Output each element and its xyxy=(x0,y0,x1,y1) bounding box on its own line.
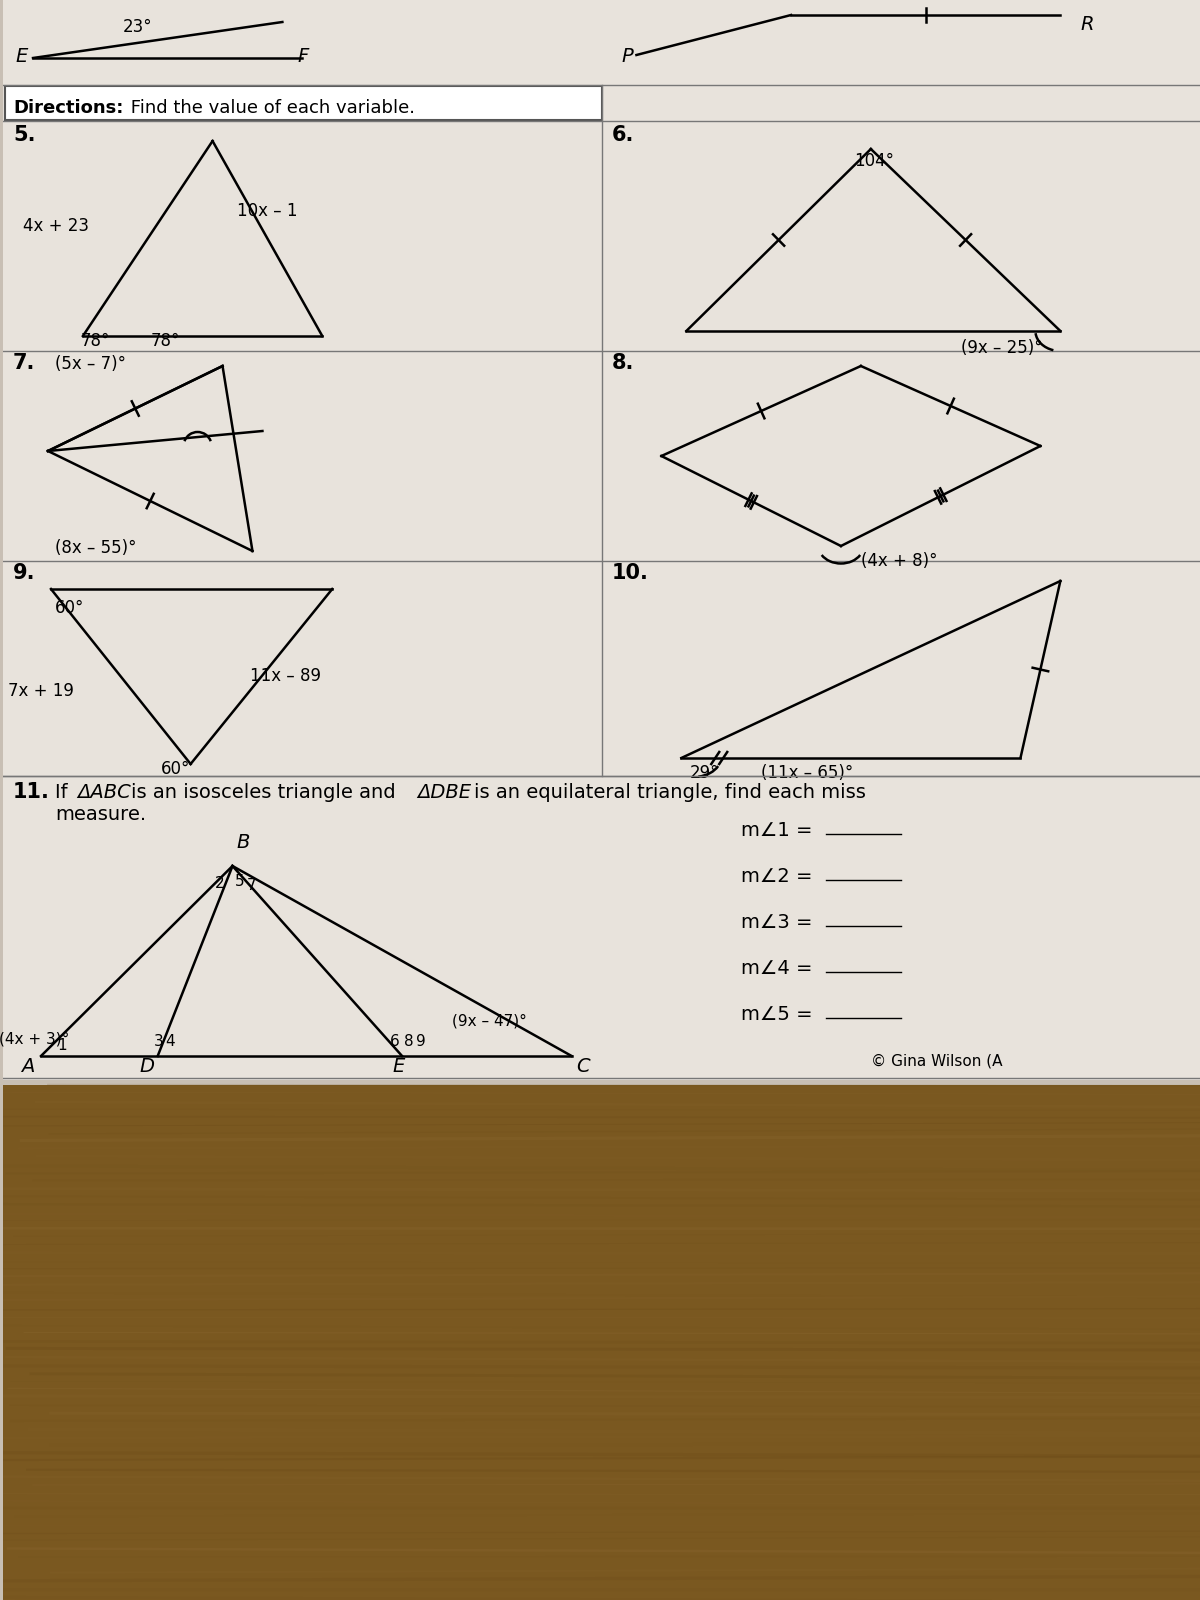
Text: (11x – 65)°: (11x – 65)° xyxy=(761,765,853,782)
Text: 11.: 11. xyxy=(13,782,50,802)
Text: D: D xyxy=(139,1058,155,1075)
Text: 7x + 19: 7x + 19 xyxy=(8,682,74,701)
Text: is an equilateral triangle, find each miss: is an equilateral triangle, find each mi… xyxy=(474,782,865,802)
Text: m∠2 =: m∠2 = xyxy=(742,867,812,886)
Text: is an isosceles triangle and: is an isosceles triangle and xyxy=(131,782,402,802)
Text: F: F xyxy=(298,46,308,66)
Text: Directions:: Directions: xyxy=(13,99,124,117)
Text: E: E xyxy=(16,46,28,66)
Text: C: C xyxy=(577,1058,590,1075)
Text: 5: 5 xyxy=(234,874,244,890)
Text: measure.: measure. xyxy=(55,805,146,824)
Text: 5.: 5. xyxy=(13,125,36,146)
Text: m∠5 =: m∠5 = xyxy=(742,1005,812,1024)
Bar xyxy=(5,86,601,120)
Text: (8x – 55)°: (8x – 55)° xyxy=(55,539,137,557)
Text: 29°: 29° xyxy=(689,765,719,782)
Text: (4x + 3)°: (4x + 3)° xyxy=(0,1032,70,1046)
Text: 104°: 104° xyxy=(854,152,894,170)
Text: 3: 3 xyxy=(154,1034,163,1050)
Text: 1: 1 xyxy=(56,1038,66,1053)
Text: If: If xyxy=(55,782,74,802)
Bar xyxy=(4,1085,1200,1600)
Text: 9.: 9. xyxy=(13,563,36,582)
Text: m∠4 =: m∠4 = xyxy=(742,958,812,978)
Text: © Gina Wilson (A: © Gina Wilson (A xyxy=(871,1054,1002,1069)
Text: 11x – 89: 11x – 89 xyxy=(251,667,322,685)
Text: 8.: 8. xyxy=(612,354,634,373)
Text: 8: 8 xyxy=(404,1034,414,1050)
Bar xyxy=(4,0,1200,1080)
Text: E: E xyxy=(392,1058,404,1075)
Text: A: A xyxy=(22,1058,35,1075)
Text: ΔABC: ΔABC xyxy=(77,782,131,802)
Text: m∠3 =: m∠3 = xyxy=(742,914,812,931)
Text: 10.: 10. xyxy=(612,563,648,582)
Text: 4x + 23: 4x + 23 xyxy=(23,218,89,235)
Text: (4x + 8)°: (4x + 8)° xyxy=(860,552,937,570)
Text: m∠1 =: m∠1 = xyxy=(742,821,812,840)
Text: R: R xyxy=(1080,14,1094,34)
Text: 2: 2 xyxy=(215,877,224,891)
Text: B: B xyxy=(236,834,250,851)
Text: 6: 6 xyxy=(390,1034,400,1050)
Text: 60°: 60° xyxy=(55,598,84,618)
Text: 9: 9 xyxy=(416,1034,426,1050)
Text: 6.: 6. xyxy=(612,125,634,146)
Text: ΔDBE: ΔDBE xyxy=(418,782,472,802)
Text: 60°: 60° xyxy=(161,760,190,778)
Text: (5x – 7)°: (5x – 7)° xyxy=(55,355,126,373)
Text: 4: 4 xyxy=(166,1034,175,1050)
Text: 7: 7 xyxy=(246,878,256,893)
Text: 7.: 7. xyxy=(13,354,36,373)
Text: (9x – 25)°: (9x – 25)° xyxy=(961,339,1043,357)
Text: Find the value of each variable.: Find the value of each variable. xyxy=(125,99,415,117)
Text: 78°: 78° xyxy=(151,333,180,350)
Text: 10x – 1: 10x – 1 xyxy=(238,202,298,219)
Text: P: P xyxy=(622,46,634,66)
Text: (9x – 47)°: (9x – 47)° xyxy=(452,1014,527,1029)
Text: 23°: 23° xyxy=(122,18,152,35)
Text: 78°: 78° xyxy=(80,333,110,350)
